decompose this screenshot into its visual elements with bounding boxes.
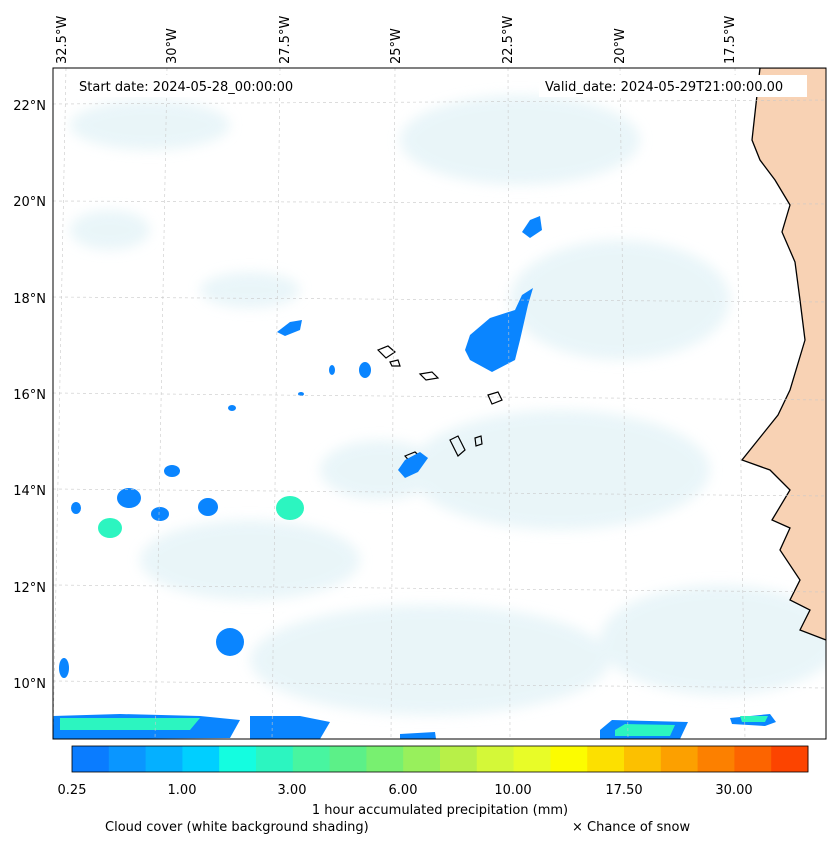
colorbar-cell (771, 746, 809, 772)
colorbar-tick: 0.25 (58, 783, 87, 798)
colorbar-cell (366, 746, 404, 772)
lat-label: 20°N (13, 195, 46, 210)
colorbar-tick: 6.00 (389, 783, 418, 798)
colorbar (72, 746, 809, 772)
lon-label: 25°W (389, 28, 404, 64)
precipitation-cores (60, 496, 768, 736)
colorbar-cell (624, 746, 662, 772)
colorbar-cell (697, 746, 735, 772)
colorbar-cell (292, 746, 331, 772)
snow-legend: × Chance of snow (572, 820, 690, 835)
start-date-label: Start date: 2024-05-28_00:00:00 (79, 80, 293, 95)
colorbar-cell (550, 746, 588, 772)
colorbar-cell (256, 746, 294, 772)
colorbar-cell (403, 746, 441, 772)
lat-label: 16°N (13, 388, 46, 403)
lon-label: 17.5°W (723, 16, 738, 64)
colorbar-tick: 1.00 (168, 783, 197, 798)
colorbar-cell (108, 746, 147, 772)
colorbar-cell (476, 746, 515, 772)
graticule (53, 68, 826, 739)
valid-date-label: Valid_date: 2024-05-29T21:00:00.00 (545, 80, 783, 95)
colorbar-tick: 17.50 (605, 783, 642, 798)
start-date-box (73, 75, 318, 97)
valid-date-box (539, 75, 807, 97)
colorbar-cell (734, 746, 772, 772)
colorbar-frame (71, 745, 809, 773)
colorbar-cell (587, 746, 625, 772)
colorbar-cell (329, 746, 367, 772)
cloud-cover-shading (70, 95, 826, 715)
lat-label: 10°N (13, 677, 46, 692)
longitude-labels: 32.5°W 30°W 27.5°W 25°W 22.5°W 20°W 17.5… (55, 16, 738, 64)
colorbar-cell (513, 746, 551, 772)
lon-label: 27.5°W (278, 16, 293, 64)
colorbar-cell (660, 746, 699, 772)
cloud-cover-legend: Cloud cover (white background shading) (105, 820, 369, 835)
coastline (740, 68, 826, 641)
africa-land (742, 68, 826, 640)
colorbar-cell (182, 746, 220, 772)
lon-label: 22.5°W (501, 16, 516, 64)
colorbar-tick: 10.00 (494, 783, 531, 798)
colorbar-cell (219, 746, 257, 772)
map-content (53, 68, 826, 739)
colorbar-cell (72, 746, 110, 772)
colorbar-tick-labels: 0.25 1.00 3.00 6.00 10.00 17.50 30.00 (58, 783, 753, 798)
map-frame (52, 67, 827, 740)
lat-label: 22°N (13, 99, 46, 114)
lat-label: 18°N (13, 292, 46, 307)
colorbar-cell (440, 746, 478, 772)
latitude-labels: 22°N 20°N 18°N 16°N 14°N 12°N 10°N (13, 99, 46, 692)
lat-label: 12°N (13, 581, 46, 596)
colorbar-title: 1 hour accumulated precipitation (mm) (312, 803, 568, 818)
lat-label: 14°N (13, 484, 46, 499)
colorbar-cell (145, 746, 183, 772)
colorbar-tick: 30.00 (715, 783, 752, 798)
lon-label: 20°W (613, 28, 628, 64)
colorbar-tick: 3.00 (278, 783, 307, 798)
lon-label: 30°W (165, 28, 180, 64)
cape-verde-islands (376, 345, 503, 465)
lon-label: 32.5°W (55, 16, 70, 64)
